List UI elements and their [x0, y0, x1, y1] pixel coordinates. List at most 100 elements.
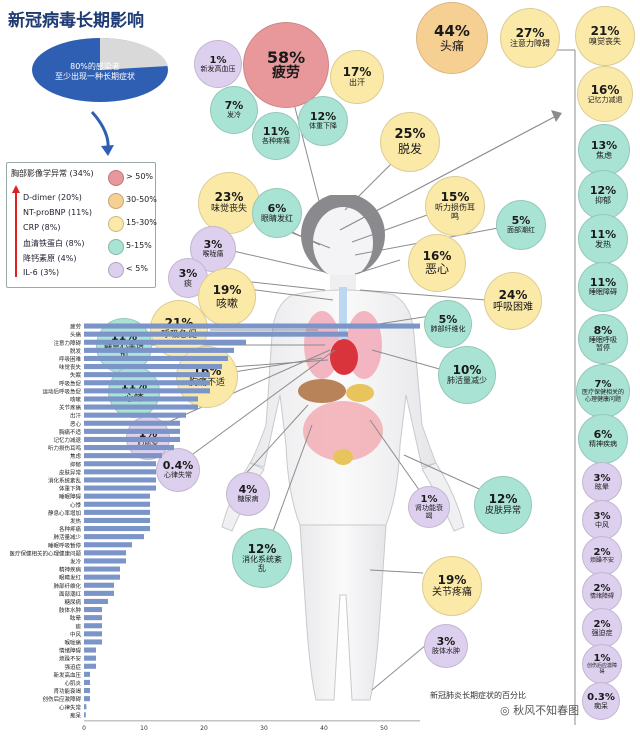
symptom-circle: 15% 听力损伤耳鸣 — [425, 176, 485, 236]
bar-category-label: 出汗 — [70, 412, 82, 420]
scale-label: > 50% — [126, 172, 154, 181]
bar-category-label: 呼吸困难 — [59, 355, 82, 363]
bar — [84, 679, 90, 685]
bar — [84, 542, 132, 548]
bar-category-label: 精神疾病 — [59, 566, 82, 574]
bar — [84, 412, 186, 418]
pie-chart — [32, 37, 168, 102]
wechat-icon: ◎ — [500, 704, 510, 717]
bar — [84, 477, 156, 483]
bar-category-label: 消化系统紊乱 — [48, 477, 82, 485]
bar-category-label: 发热 — [70, 517, 82, 525]
symptom-circle: 2% 强迫症 — [582, 608, 622, 648]
watermark-text: 秋风不知春图 — [513, 704, 580, 717]
bar-category-label: 关节疼痛 — [59, 404, 82, 412]
bar — [84, 663, 96, 669]
bar — [84, 485, 156, 491]
symptom-circle: 44% 头痛 — [416, 2, 488, 74]
symptom-circle: 1% 新发高血压 — [194, 40, 242, 88]
scale-swatch-orange — [108, 193, 124, 209]
bar — [84, 517, 150, 523]
bar — [84, 355, 228, 361]
symptom-circle: 19% 关节疼痛 — [422, 556, 482, 616]
symptom-circle: 6% 眼睛发红 — [252, 188, 302, 238]
bar — [84, 339, 246, 345]
bar-category-label: 痰 — [75, 622, 81, 630]
page-title: 新冠病毒长期影响 — [8, 11, 144, 31]
symptom-circle: 12% 皮肤异常 — [474, 476, 532, 534]
symptom-circle: 12% 消化系统紊乱 — [232, 528, 292, 588]
bar-category-label: 强迫症 — [64, 663, 81, 671]
bar-category-label: 中风 — [70, 630, 82, 638]
bar — [84, 688, 90, 694]
bar-category-label: 焦虑 — [70, 452, 82, 460]
bar — [84, 671, 90, 677]
bar-category-label: 创伤后应激障碍 — [42, 695, 81, 703]
bar — [84, 639, 102, 645]
bar-category-label: 肺活量减少 — [53, 533, 81, 541]
symptom-circle: 11% 发热 — [578, 214, 628, 264]
bar — [84, 655, 96, 661]
bar — [84, 428, 180, 434]
scale-label: 30-50% — [126, 195, 157, 204]
symptom-circle: 25% 脱发 — [380, 112, 440, 172]
bar-category-label: 心肌炎 — [64, 680, 81, 687]
symptom-circle: 16% 记忆力减退 — [577, 66, 633, 122]
bar — [84, 598, 108, 604]
bar — [84, 704, 87, 710]
pie-text-line1: 80%的感染者 — [70, 62, 120, 71]
arrow-head-icon — [551, 110, 562, 122]
symptom-circle: 7% 医疗保健相关的心理健康问题 — [576, 364, 630, 418]
bar-category-label: 咳嗽 — [70, 396, 82, 404]
bar-category-label: 头痛 — [70, 331, 82, 339]
bar — [84, 534, 144, 540]
symptom-circle: 13% 焦虑 — [578, 124, 630, 176]
symptom-circle: 2% 烦躁不安 — [582, 536, 622, 576]
bar — [84, 445, 174, 451]
legend-item: D-dimer (20%) — [23, 193, 82, 202]
bar — [84, 501, 150, 507]
bar-category-label: 各种疼痛 — [59, 525, 82, 533]
bar-category-label: 面部潮红 — [59, 590, 82, 598]
bar — [84, 347, 234, 353]
bar — [84, 364, 222, 370]
bar-category-label: 脱发 — [70, 347, 82, 355]
symptom-bar-chart: 痴呆心律失常创伤后应激障碍肾功能衰竭心肌炎新发高血压强迫症烦躁不安情绪障碍喉咙痛… — [9, 323, 420, 732]
scale-swatch-red — [108, 170, 124, 186]
bar — [84, 331, 348, 337]
x-tick-label: 30 — [260, 725, 268, 732]
bar-category-label: 呼吸急促 — [59, 379, 82, 387]
scale-label: 15-30% — [126, 218, 157, 227]
bar-category-label: 味觉丧失 — [59, 363, 82, 371]
symptom-circle: 1% 创伤后应激障碍 — [582, 644, 622, 684]
symptom-circle: 0.4% 心律失常 — [156, 448, 200, 492]
bar-category-label: 失眠 — [70, 371, 82, 379]
bar — [84, 436, 180, 442]
watermark: ◎ 秋风不知春图 — [500, 702, 579, 718]
legend-box: 胸部影像学异常 (34%) D-dimer (20%) NT-proBNP (1… — [6, 162, 156, 288]
symptom-circle: 10% 肺活量减少 — [438, 346, 496, 404]
bar-category-label: 睡眠障碍 — [59, 493, 82, 501]
bar — [84, 380, 210, 386]
scale-swatch-green — [108, 239, 124, 255]
bar — [84, 590, 114, 596]
bar-category-label: 发冷 — [70, 558, 82, 566]
symptom-circle: 24% 呼吸困难 — [484, 272, 542, 330]
pie-text-line2: 至少出现一种长期症状 — [55, 72, 135, 82]
pie-text: 80%的感染者 至少出现一种长期症状 — [40, 62, 150, 83]
bar-category-label: 医疗保健相关的心理健康问题 — [9, 549, 81, 557]
bar-category-label: 静息心率增加 — [48, 509, 81, 517]
legend-item: 血清铁蛋白 (8%) — [23, 239, 85, 248]
bar-category-label: 抑郁 — [70, 460, 82, 468]
bar — [84, 566, 120, 572]
legend-title: 胸部影像学异常 (34%) — [11, 169, 94, 178]
bar — [84, 372, 210, 378]
bar-category-label: 烦躁不安 — [59, 655, 82, 663]
symptom-circle: 7% 发冷 — [210, 86, 258, 134]
symptom-circle: 1% 肾功能衰竭 — [408, 486, 450, 528]
symptom-circle: 8% 睡眠呼吸暂停 — [578, 314, 628, 364]
symptom-circle: 2% 情绪障碍 — [582, 572, 622, 612]
symptom-circle: 12% 体重下降 — [298, 96, 348, 146]
scale-label: < 5% — [126, 264, 148, 273]
